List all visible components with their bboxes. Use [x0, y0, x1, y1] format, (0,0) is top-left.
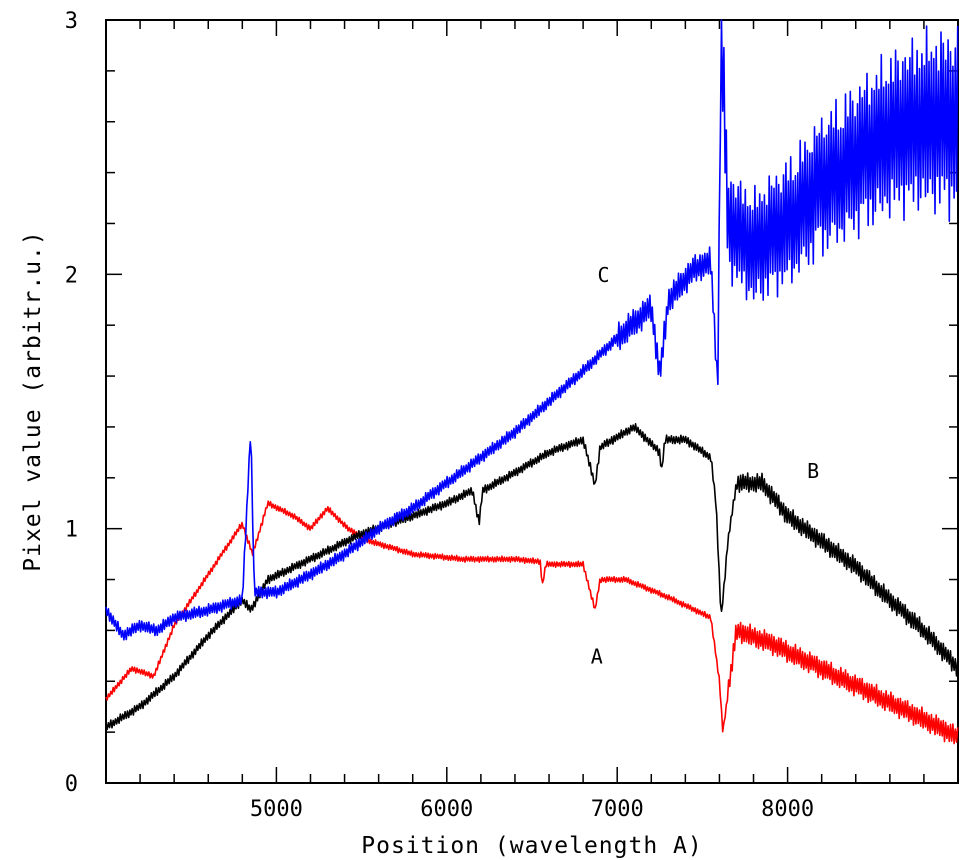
series-label-b: B [807, 459, 819, 483]
series-line-a [105, 500, 959, 745]
series-line-c [105, 19, 959, 641]
series-label-c: C [598, 263, 610, 287]
series-line-b [105, 422, 959, 731]
y-axis-label: Pixel value (arbitr.u.) [20, 230, 46, 572]
tick-labels: 5000 6000 7000 8000 0 1 2 3 [65, 9, 814, 822]
x-tick-label: 8000 [761, 797, 814, 822]
x-tick-label: 7000 [591, 797, 644, 822]
x-tick-label: 6000 [420, 797, 473, 822]
y-tick-label: 3 [65, 9, 78, 34]
plot-frame [105, 19, 959, 784]
y-tick-label: 0 [65, 772, 78, 797]
series-label-a: A [591, 644, 603, 668]
x-tick-label: 5000 [250, 797, 303, 822]
series-labels: A B C [591, 263, 819, 668]
axis-ticks [105, 19, 959, 784]
y-tick-label: 1 [65, 518, 78, 543]
y-tick-label: 2 [65, 263, 78, 288]
x-axis-label: Position (wavelength A) [361, 833, 703, 859]
series-group [105, 19, 959, 745]
